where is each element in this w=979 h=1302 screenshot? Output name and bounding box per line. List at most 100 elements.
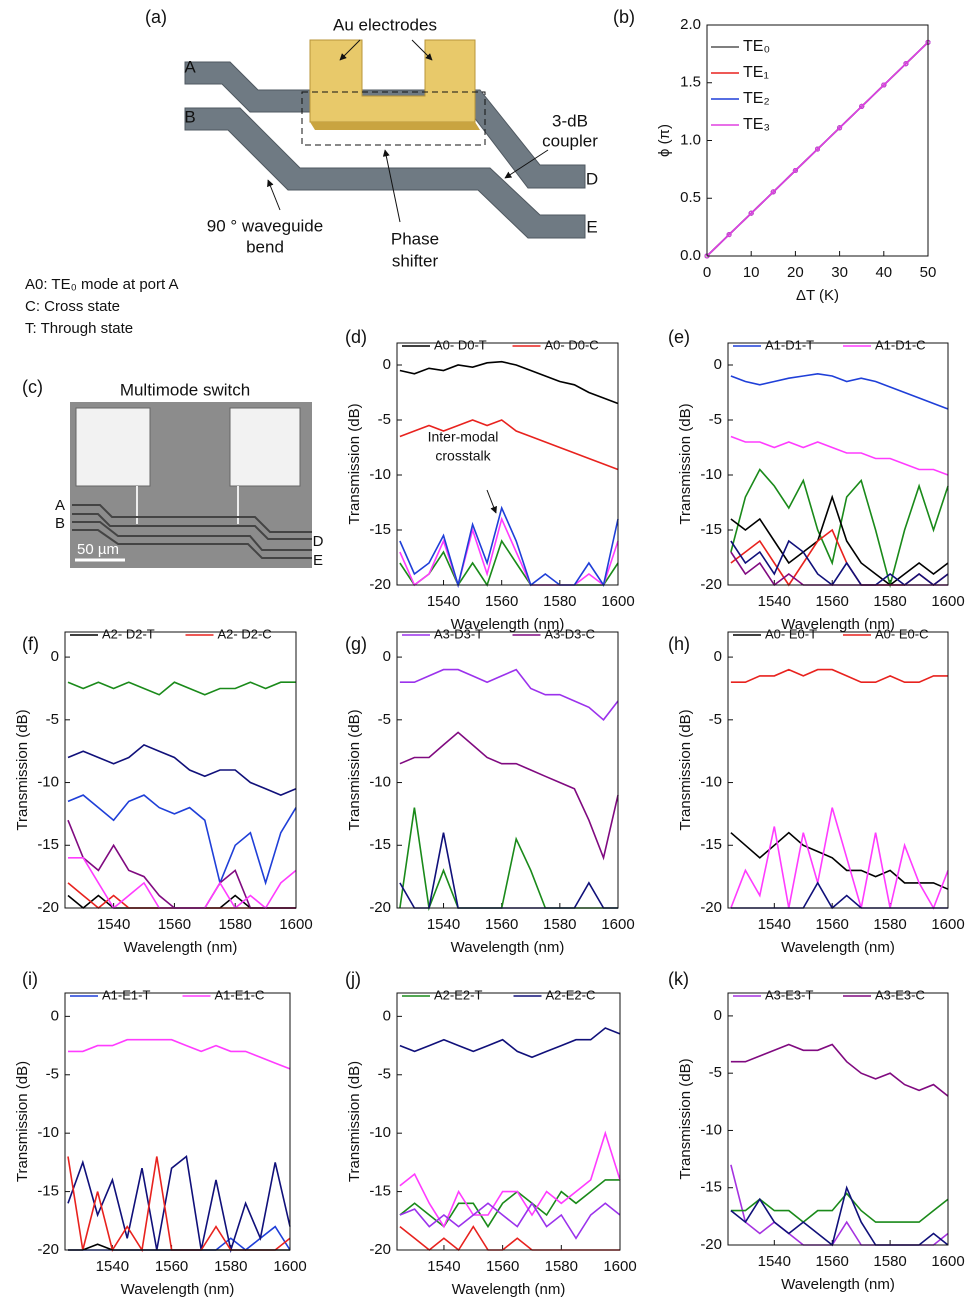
y-tick-label: 0 — [51, 648, 59, 665]
marker — [837, 125, 843, 131]
x-axis-label: Wavelength (nm) — [121, 1281, 235, 1298]
y-tick-label: 0 — [383, 1007, 391, 1024]
legend-label: A2-E2-C — [546, 987, 596, 1002]
panel-label: (c) — [22, 377, 43, 397]
chart: (d) 0 -5 -10 -15 -20 1540 1560 1580 1600 Wavelengt… — [345, 327, 635, 633]
x-tick-label: 1600 — [603, 1258, 636, 1275]
y-tick-label: -20 — [700, 1236, 722, 1253]
y-tick-label: -20 — [369, 1241, 391, 1258]
x-tick-label: 1540 — [427, 1258, 460, 1275]
annotation: crosstalk — [435, 448, 491, 464]
x-tick-label: 40 — [875, 264, 892, 281]
marker — [792, 168, 798, 174]
legend-label: A3-E3-T — [765, 987, 813, 1002]
chart: (f) 0 -5 -10 -15 -20 1540 1560 1580 1600 Wavelengt… — [14, 626, 313, 956]
x-tick-label: 1580 — [543, 916, 576, 933]
x-axis-label: Wavelength (nm) — [124, 939, 238, 956]
x-tick-label: 1540 — [97, 916, 130, 933]
marker — [881, 82, 887, 88]
y-tick-label: -20 — [369, 576, 391, 593]
y-tick-label: 1.5 — [680, 74, 701, 91]
y-tick-label: -15 — [700, 836, 722, 853]
y-tick-label: -10 — [700, 1121, 722, 1138]
x-tick-label: 1560 — [816, 593, 849, 610]
y-tick-label: -5 — [709, 1064, 722, 1081]
series-line — [730, 881, 948, 910]
chart: (g) 0 -5 -10 -15 -20 1540 1560 1580 1600 Wavelengt… — [345, 626, 635, 956]
panel-label: (f) — [22, 634, 39, 654]
plot-frame — [727, 342, 949, 586]
series-line — [68, 1243, 290, 1251]
x-tick-label: 1600 — [273, 1258, 306, 1275]
label: shifter — [392, 251, 439, 270]
series-line — [730, 1185, 949, 1247]
series-line — [399, 668, 619, 721]
x-tick-label: 1540 — [427, 916, 460, 933]
x-axis-label: Wavelength (nm) — [781, 616, 895, 633]
marker — [815, 146, 820, 152]
legend-label: A1-E1-C — [215, 987, 265, 1002]
y-tick-label: -20 — [37, 1241, 59, 1258]
x-tick-label: 1600 — [931, 1253, 964, 1270]
y-tick-label: 0.0 — [680, 247, 701, 264]
x-tick-label: 1560 — [816, 1253, 849, 1270]
x-tick-label: 1580 — [873, 593, 906, 610]
y-tick-label: -15 — [37, 836, 59, 853]
series-line — [399, 731, 619, 861]
legend-label: A0- D0-T — [434, 337, 487, 352]
legend-label: A2-E2-T — [434, 987, 482, 1002]
y-tick-label: -10 — [37, 774, 59, 791]
series-line — [730, 435, 949, 476]
x-axis-label: Wavelength (nm) — [452, 1281, 566, 1298]
series-line — [399, 1225, 620, 1252]
y-tick-label: -10 — [37, 1124, 59, 1141]
plot-frame — [396, 342, 619, 586]
x-axis-label: Wavelength (nm) — [451, 939, 565, 956]
series-line — [67, 1156, 291, 1253]
port-label: B — [55, 515, 65, 532]
label: Phase — [391, 229, 439, 248]
panel-label: (d) — [345, 327, 367, 347]
y-tick-label: -10 — [700, 466, 722, 483]
legend-label: A1-D1-C — [875, 337, 926, 352]
y-tick-label: -20 — [37, 899, 59, 916]
panel-label: (k) — [668, 969, 689, 989]
y-axis-label: Transmission (dB) — [346, 1061, 363, 1182]
y-tick-label: 0 — [714, 648, 722, 665]
plot-frame — [64, 631, 297, 909]
x-tick-label: 1600 — [931, 916, 964, 933]
y-tick-label: -5 — [709, 711, 722, 728]
y-tick-label: 0 — [714, 1007, 722, 1024]
legend-label: A0- D0-C — [545, 337, 599, 352]
x-axis-label: Wavelength (nm) — [781, 1276, 895, 1293]
legend-label: A2- D2-T — [102, 626, 155, 641]
y-axis-label: Transmission (dB) — [677, 1058, 694, 1179]
series-line — [730, 468, 949, 589]
y-tick-label: -15 — [369, 836, 391, 853]
marker — [748, 210, 754, 216]
x-tick-label: 1560 — [158, 916, 191, 933]
x-tick-label: 50 — [920, 264, 937, 281]
x-tick-label: 1580 — [873, 916, 906, 933]
x-tick-label: 1580 — [219, 916, 252, 933]
chart: (j) 0 -5 -10 -15 -20 1540 1560 1580 1600 Wavelengt… — [345, 969, 637, 1298]
y-tick-label: -15 — [700, 521, 722, 538]
y-tick-label: 0 — [51, 1007, 59, 1024]
annotation: Inter-modal — [428, 429, 499, 445]
chart: (h) 0 -5 -10 -15 -20 1540 1560 1580 1600 Wavelengt… — [668, 626, 965, 956]
notes: A0: TE₀ mode at port A C: Cross state T:… — [25, 276, 179, 337]
port-label: A — [55, 497, 65, 514]
x-tick-label: 1540 — [758, 916, 791, 933]
y-tick-label: -10 — [369, 774, 391, 791]
panel-label: (e) — [668, 327, 690, 347]
legend-label: TE₃ — [743, 116, 770, 133]
device-schematic: (a) Au electrodes A B D E 3-dB coupler 9… — [145, 7, 598, 271]
series-line — [399, 539, 619, 587]
title: Multimode switch — [120, 380, 250, 399]
x-tick-label: 1580 — [214, 1258, 247, 1275]
legend-label: A0- E0-C — [875, 626, 928, 641]
panel-label: (b) — [613, 7, 635, 27]
series-line — [399, 516, 619, 588]
series-line — [730, 1192, 949, 1224]
